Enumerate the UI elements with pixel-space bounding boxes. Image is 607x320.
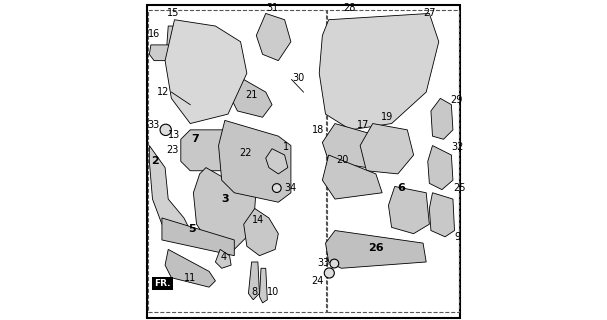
Polygon shape	[319, 13, 439, 130]
Polygon shape	[244, 209, 279, 256]
Polygon shape	[167, 26, 182, 51]
Text: 13: 13	[168, 130, 181, 140]
Polygon shape	[431, 98, 453, 139]
Polygon shape	[181, 130, 263, 171]
Text: 24: 24	[311, 276, 324, 286]
Polygon shape	[165, 20, 247, 124]
Polygon shape	[215, 249, 231, 268]
Text: 16: 16	[148, 28, 160, 39]
Text: 10: 10	[267, 287, 280, 297]
Text: 2: 2	[151, 156, 159, 166]
Text: 20: 20	[337, 155, 349, 165]
Text: 14: 14	[252, 214, 264, 225]
Circle shape	[273, 184, 281, 192]
Text: 8: 8	[252, 287, 258, 297]
Text: 32: 32	[452, 142, 464, 152]
Text: 3: 3	[221, 194, 229, 204]
Polygon shape	[256, 13, 291, 60]
Text: 21: 21	[245, 90, 258, 100]
Polygon shape	[219, 120, 291, 202]
Polygon shape	[428, 146, 453, 190]
Polygon shape	[429, 193, 455, 237]
Text: 18: 18	[312, 125, 324, 135]
Circle shape	[324, 268, 334, 278]
Polygon shape	[162, 218, 234, 256]
Text: 31: 31	[266, 4, 278, 13]
Polygon shape	[165, 249, 215, 287]
Text: 30: 30	[293, 73, 305, 83]
Bar	[148, 10, 325, 312]
Polygon shape	[325, 230, 426, 268]
Polygon shape	[388, 187, 429, 234]
Text: 33: 33	[317, 258, 330, 268]
Polygon shape	[248, 262, 259, 300]
Text: 23: 23	[167, 145, 179, 155]
Text: 28: 28	[343, 4, 355, 13]
Text: 19: 19	[381, 112, 393, 122]
Polygon shape	[322, 124, 385, 168]
Text: 9: 9	[454, 232, 460, 242]
Text: 33: 33	[147, 120, 160, 130]
Text: 1: 1	[283, 142, 289, 152]
Polygon shape	[194, 168, 256, 249]
Polygon shape	[259, 268, 267, 303]
Text: 5: 5	[188, 224, 195, 234]
Circle shape	[330, 259, 339, 268]
Text: 29: 29	[450, 95, 462, 105]
Text: 25: 25	[453, 183, 466, 193]
Text: 6: 6	[397, 183, 405, 193]
Bar	[327, 10, 459, 312]
Text: 26: 26	[368, 243, 384, 253]
Text: 7: 7	[191, 134, 199, 144]
Circle shape	[160, 124, 171, 135]
Text: 4: 4	[220, 252, 226, 262]
Text: 34: 34	[285, 183, 297, 193]
Polygon shape	[266, 149, 288, 174]
Polygon shape	[360, 124, 413, 174]
Text: 11: 11	[184, 273, 196, 283]
Polygon shape	[322, 155, 382, 199]
Text: 15: 15	[167, 8, 179, 18]
Text: 17: 17	[357, 120, 370, 130]
Polygon shape	[149, 45, 174, 60]
Text: 27: 27	[423, 8, 436, 18]
Text: 22: 22	[239, 148, 251, 158]
Text: 12: 12	[157, 87, 170, 97]
Text: FR.: FR.	[154, 279, 171, 288]
Polygon shape	[231, 79, 272, 117]
Polygon shape	[149, 146, 190, 240]
